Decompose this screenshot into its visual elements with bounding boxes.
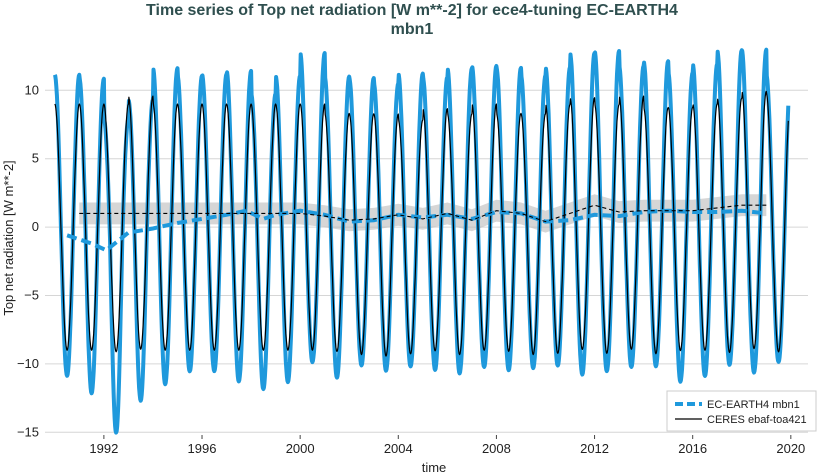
x-tick-label: 2016 [678,441,707,456]
legend-label-model: EC-EARTH4 mbn1 [707,399,800,411]
legend-label-obs: CERES ebaf-toa421 [707,414,807,426]
y-tick-label: 10 [25,82,39,97]
x-tick-label: 2008 [482,441,511,456]
y-axis-label: Top net radiation [W m**-2] [1,160,16,315]
y-tick-label: 5 [32,151,39,166]
legend: EC-EARTH4 mbn1 CERES ebaf-toa421 [666,390,817,432]
y-tick-label: −15 [17,424,39,439]
x-axis-label: time [422,460,447,474]
series-obs-annual-mean [79,204,767,223]
obs-uncertainty-band [79,194,767,233]
series-model-annual-mean [66,208,767,253]
legend-frame [666,390,817,432]
y-ticks: −15 −10 −5 0 5 10 [17,82,39,439]
y-tick-label: 0 [32,219,39,234]
chart-title-line-2: mbn1 [391,21,434,38]
series-obs-monthly [54,90,789,357]
x-ticks: 1992 1996 2000 2004 2008 2012 2016 2020 [89,435,805,456]
x-tick-label: 2020 [776,441,805,456]
series-model-monthly [52,47,791,435]
y-tick-label: −10 [17,356,39,371]
x-tick-label: 2012 [580,441,609,456]
plot-area [52,47,791,435]
x-tick-label: 2004 [384,441,413,456]
x-tick-label: 2000 [286,441,315,456]
chart-title: Time series of Top net radiation [W m**-… [146,2,678,19]
x-tick-label: 1996 [188,441,217,456]
y-tick-label: −5 [24,287,39,302]
x-tick-label: 1992 [89,441,118,456]
